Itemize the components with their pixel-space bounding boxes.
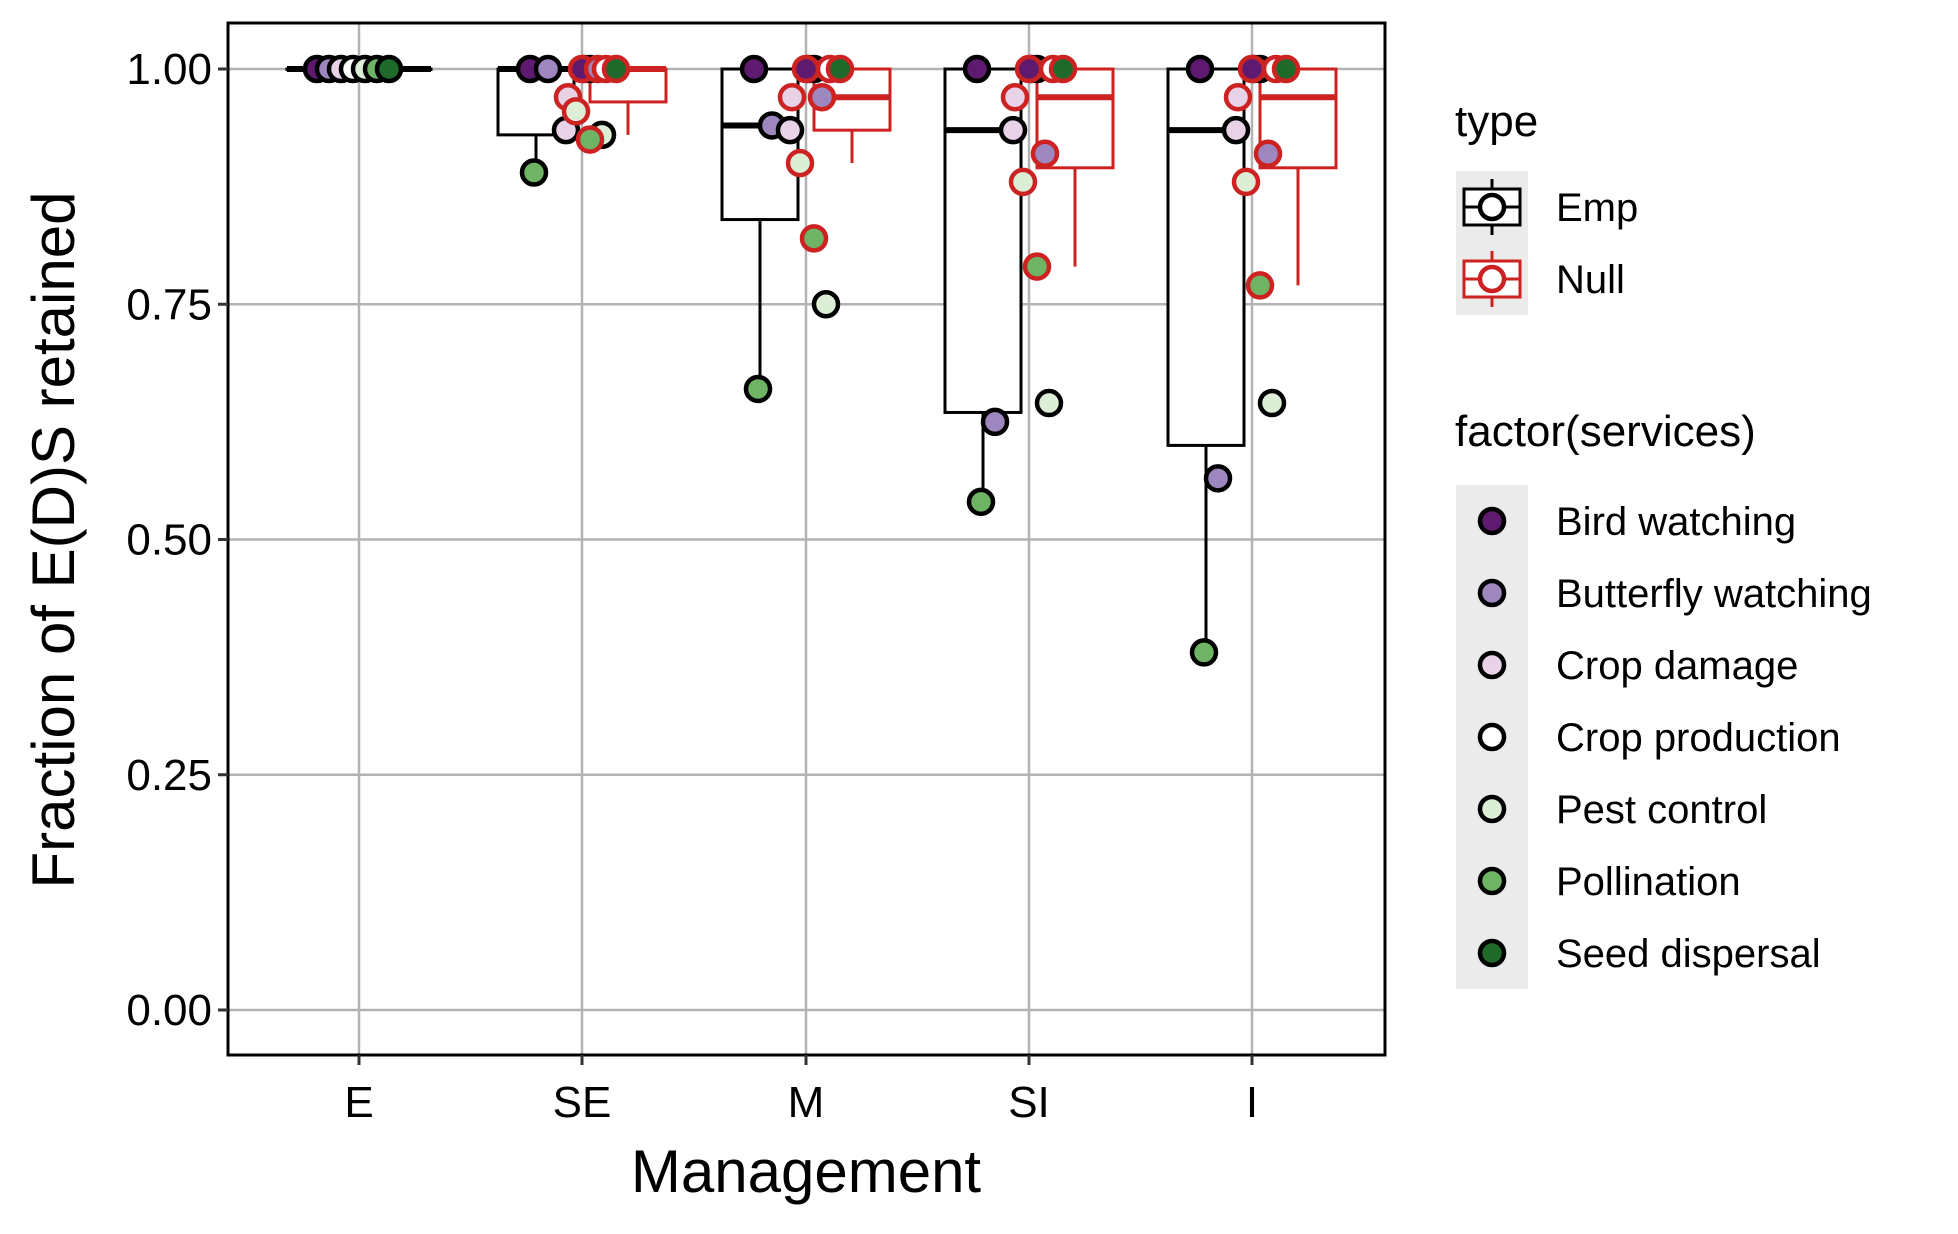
point-null-si-crop-damage <box>1000 82 1030 112</box>
x-tick-label: E <box>344 1078 373 1127</box>
point-null-i-butterfly-watching <box>1253 139 1283 168</box>
point-emp-e-seed-dispersal <box>374 54 404 84</box>
x-tick-label: SE <box>553 1078 612 1127</box>
point-emp-i-pest-control <box>1257 388 1287 418</box>
legend-services-label: Butterfly watching <box>1556 572 1872 616</box>
point-null-si-pollination <box>1022 252 1052 281</box>
point-null-si-bird-watching <box>1014 54 1044 84</box>
y-tick-label: 1.00 <box>126 45 212 94</box>
legend-services-label: Seed dispersal <box>1556 932 1821 976</box>
legend-type-key-emp: Emp <box>1462 179 1638 235</box>
legend-services-key-pest-control: Pest control <box>1477 788 1767 832</box>
point-null-m-pollination <box>799 224 829 253</box>
point-null-i-pest-control <box>1231 167 1261 197</box>
y-axis: 0.00 0.25 0.50 0.75 1.00 <box>126 45 228 1035</box>
point-null-i-pollination <box>1245 271 1275 300</box>
point-emp-si-crop-damage <box>998 115 1028 145</box>
point-emp-se-butterfly-watching <box>533 54 563 84</box>
y-tick-label: 0.75 <box>126 280 212 329</box>
y-axis-title: Fraction of E(D)S retained <box>20 192 87 889</box>
point-null-m-crop-damage <box>777 82 807 112</box>
point-emp-si-bird-watching <box>962 54 992 84</box>
point-null-se-pest-control <box>561 97 591 126</box>
point-null-se-pollination <box>575 125 605 154</box>
x-tick-label: SI <box>1008 1078 1050 1127</box>
point-emp-i-butterfly-watching <box>1203 464 1233 493</box>
point-emp-m-pest-control <box>811 290 841 319</box>
point-null-i-bird-watching <box>1237 54 1267 84</box>
y-tick-label: 0.25 <box>126 751 212 800</box>
legend-key-point <box>1477 264 1507 294</box>
x-tick-label: I <box>1246 1078 1258 1127</box>
legend-type-key-null: Null <box>1462 251 1625 307</box>
legend-services-key-pollination: Pollination <box>1477 860 1741 904</box>
y-tick-label: 0.50 <box>126 516 212 565</box>
legend-services-key-crop-damage: Crop damage <box>1477 644 1798 688</box>
legend-type-title: type <box>1455 97 1538 146</box>
point-null-m-butterfly-watching <box>807 82 837 112</box>
x-axis: E SE M SI I <box>344 1055 1258 1127</box>
legend-services-label: Bird watching <box>1556 500 1796 544</box>
x-tick-label: M <box>788 1078 825 1127</box>
point-null-si-pest-control <box>1008 167 1038 197</box>
legend-services-label: Crop production <box>1556 716 1841 760</box>
point-emp-m-crop-damage <box>775 115 805 145</box>
point-emp-i-pollination <box>1189 638 1219 667</box>
legend-key-point <box>1477 578 1507 608</box>
point-null-se-seed-dispersal <box>601 54 631 84</box>
point-layer <box>302 54 1301 667</box>
point-null-m-bird-watching <box>791 54 821 84</box>
legend-services-label: Pollination <box>1556 860 1741 904</box>
box-null-m <box>812 67 892 164</box>
legend-type-label: Emp <box>1556 186 1638 230</box>
box-null-si <box>1035 67 1115 267</box>
box-emp-i <box>1166 67 1246 653</box>
point-emp-m-bird-watching <box>739 54 769 84</box>
point-null-m-seed-dispersal <box>825 54 855 84</box>
box-null-i <box>1258 67 1338 286</box>
legend-services-key-butterfly-watching: Butterfly watching <box>1477 572 1872 616</box>
legend-key-point <box>1477 722 1507 752</box>
point-null-i-crop-damage <box>1223 82 1253 112</box>
legend-services-key-seed-dispersal: Seed dispersal <box>1477 932 1821 976</box>
point-emp-si-pest-control <box>1034 388 1064 418</box>
legend-key-point <box>1477 650 1507 680</box>
point-emp-si-butterfly-watching <box>980 407 1010 437</box>
legend-type: type Emp Null <box>1455 97 1638 315</box>
point-null-si-butterfly-watching <box>1030 139 1060 168</box>
point-null-i-seed-dispersal <box>1271 54 1301 84</box>
y-tick-label: 0.00 <box>126 986 212 1035</box>
legend-services: factor(services) Bird watching Butterfly … <box>1455 407 1872 989</box>
point-null-si-seed-dispersal <box>1048 54 1078 84</box>
legend-services-label: Pest control <box>1556 788 1767 832</box>
point-null-m-pest-control <box>785 148 815 178</box>
x-axis-title: Management <box>631 1138 982 1205</box>
legend-services-key-crop-production: Crop production <box>1477 716 1841 760</box>
legend-services-label: Crop damage <box>1556 644 1798 688</box>
point-emp-se-pollination <box>519 158 549 187</box>
point-emp-m-pollination <box>743 374 773 404</box>
point-emp-i-bird-watching <box>1185 54 1215 84</box>
legend-services-key-bird-watching: Bird watching <box>1477 500 1796 544</box>
point-emp-si-pollination <box>966 487 996 517</box>
legend-key-point <box>1477 192 1507 222</box>
legend-key-point <box>1477 866 1507 896</box>
legend-key-point <box>1477 938 1507 968</box>
legend-key-point <box>1477 794 1507 824</box>
legend-key-point <box>1477 506 1507 536</box>
point-emp-i-crop-damage <box>1221 115 1251 145</box>
legend-type-label: Null <box>1556 258 1625 302</box>
legend-services-title: factor(services) <box>1455 407 1756 456</box>
